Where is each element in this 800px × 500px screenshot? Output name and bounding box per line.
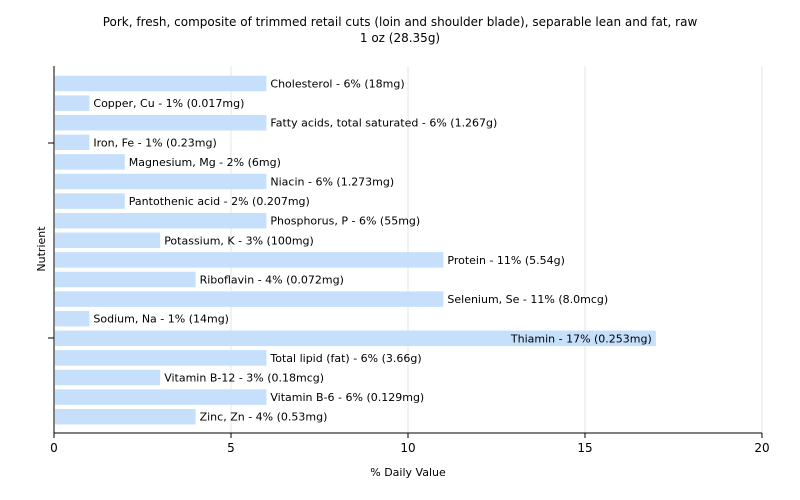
x-tick-label: 10	[400, 441, 415, 455]
x-tick-label: 5	[227, 441, 235, 455]
bar-label: Selenium, Se - 11% (8.0mcg)	[447, 293, 608, 306]
bar	[55, 310, 90, 327]
bar-label: Total lipid (fat) - 6% (3.66g)	[269, 352, 421, 365]
bar-label: Niacin - 6% (1.273mg)	[270, 176, 394, 189]
bar-label: Vitamin B-12 - 3% (0.18mcg)	[164, 372, 324, 385]
bar	[55, 232, 161, 249]
bar-label: Vitamin B-6 - 6% (0.129mg)	[270, 391, 424, 404]
bar	[55, 408, 196, 425]
bar	[55, 114, 267, 131]
bar	[55, 154, 125, 170]
bar	[55, 350, 267, 366]
bar	[55, 291, 444, 307]
bar-label: Iron, Fe - 1% (0.23mg)	[93, 136, 216, 149]
bar-label: Sodium, Na - 1% (14mg)	[93, 313, 229, 326]
bar-label: Cholesterol - 6% (18mg)	[270, 78, 404, 91]
bar	[55, 212, 267, 229]
bar	[55, 193, 125, 209]
bar	[55, 134, 90, 151]
bar-label: Riboflavin - 4% (0.072mg)	[200, 274, 344, 287]
chart-subtitle: 1 oz (28.35g)	[359, 31, 441, 45]
bar-label: Copper, Cu - 1% (0.017mg)	[93, 97, 244, 110]
bar	[55, 173, 267, 190]
bar-label: Phosphorus, P - 6% (55mg)	[270, 215, 420, 228]
chart-title: Pork, fresh, composite of trimmed retail…	[102, 15, 698, 29]
bar-label: Zinc, Zn - 4% (0.53mg)	[200, 411, 328, 424]
bar	[55, 75, 267, 92]
bar-label: Pantothenic acid - 2% (0.207mg)	[129, 195, 310, 208]
bar	[55, 95, 90, 111]
bar-label: Magnesium, Mg - 2% (6mg)	[129, 156, 281, 169]
bar	[55, 369, 161, 386]
bar	[55, 389, 267, 405]
x-tick-label: 0	[50, 441, 58, 455]
x-axis-title: % Daily Value	[370, 466, 446, 479]
x-tick-label: 20	[754, 441, 769, 455]
bar	[55, 271, 196, 288]
x-tick-label: 15	[577, 441, 592, 455]
bar	[55, 330, 656, 347]
bar-label: Protein - 11% (5.54g)	[447, 254, 565, 267]
y-axis-title: Nutrient	[35, 226, 48, 272]
bar-label: Thiamin - 17% (0.253mg)	[510, 332, 652, 345]
bar	[55, 252, 444, 268]
bar-label: Fatty acids, total saturated - 6% (1.267…	[270, 117, 497, 130]
bar-label: Potassium, K - 3% (100mg)	[164, 234, 314, 247]
